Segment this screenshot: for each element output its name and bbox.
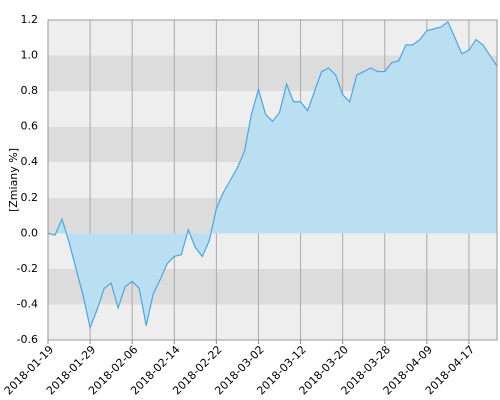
area-line <box>47 20 498 330</box>
y-tick-label: -0.2 <box>17 262 38 275</box>
y-axis-label: [Zmiany %] <box>7 148 20 212</box>
plot-border <box>47 19 498 341</box>
y-tick-label: 0.6 <box>21 120 39 133</box>
y-tick-label: 1.0 <box>21 49 39 62</box>
y-tick-label: 1.2 <box>21 13 39 26</box>
area-fill <box>48 21 497 328</box>
y-tick-label: 0.8 <box>21 84 39 97</box>
y-tick-label: -0.4 <box>17 297 38 310</box>
grid-band <box>48 304 497 340</box>
y-tick-label: 0.0 <box>21 226 39 239</box>
y-tick-label: 0.2 <box>21 191 39 204</box>
y-tick-label: -0.6 <box>17 333 38 346</box>
y-tick-label: 0.4 <box>21 155 39 168</box>
